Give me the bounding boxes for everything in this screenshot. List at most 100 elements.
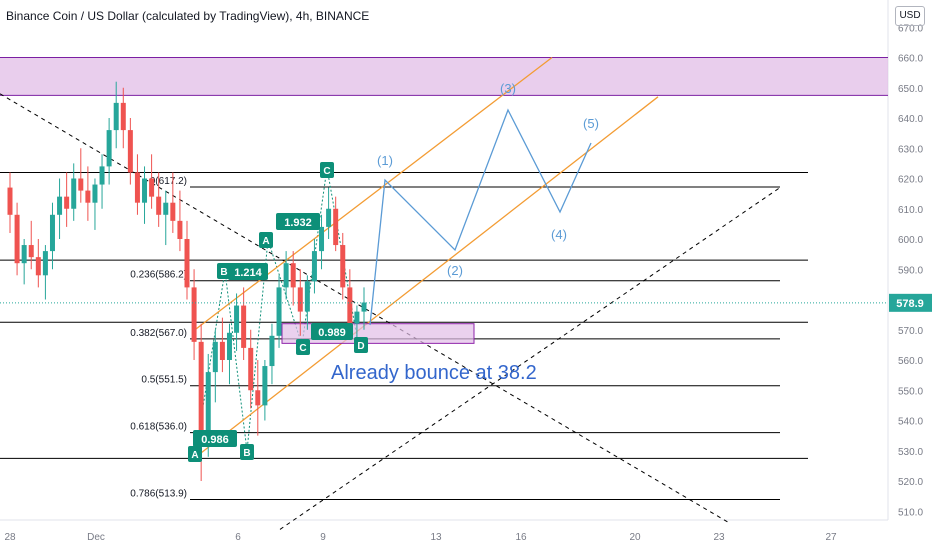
ratio-tag xyxy=(276,213,320,230)
candle-body xyxy=(92,184,98,203)
y-tick-label: 570.0 xyxy=(898,326,923,337)
candle-body xyxy=(283,263,289,288)
pattern-point-tag xyxy=(296,339,310,355)
ratio-tag xyxy=(311,323,353,340)
candle-body xyxy=(304,281,310,312)
x-tick-label: 28 xyxy=(4,532,16,543)
candle-body xyxy=(340,245,346,288)
y-tick-label: 590.0 xyxy=(898,265,923,276)
candle-body xyxy=(21,245,27,264)
candle-body xyxy=(163,202,169,215)
candle-body xyxy=(85,190,91,203)
candle-body xyxy=(28,245,34,258)
candle-body xyxy=(49,214,55,252)
wave-label: (5) xyxy=(583,116,599,131)
fib-level-label: 0(617.2) xyxy=(150,176,187,187)
candle-body xyxy=(255,390,261,406)
wave-label: (2) xyxy=(447,263,463,278)
candle-body xyxy=(149,178,155,197)
ratio-label: 0.989 xyxy=(318,327,346,339)
ratio-label: 0.986 xyxy=(201,434,229,446)
pattern-point-label: A xyxy=(191,450,198,461)
candle-body xyxy=(57,196,63,215)
y-tick-label: 640.0 xyxy=(898,114,923,125)
candle-body xyxy=(78,178,84,191)
candle-body xyxy=(71,178,77,209)
y-tick-label: 550.0 xyxy=(898,386,923,397)
candle-body xyxy=(170,202,176,221)
candle-body xyxy=(248,347,254,391)
candle-body xyxy=(42,251,48,276)
candle-body xyxy=(311,251,317,282)
candle-body xyxy=(354,311,360,324)
candle-body xyxy=(142,178,148,203)
pattern-point-label: D xyxy=(357,341,364,352)
x-tick-label: 13 xyxy=(430,532,442,543)
y-tick-label: 670.0 xyxy=(898,23,923,34)
y-tick-label: 630.0 xyxy=(898,144,923,155)
candle-body xyxy=(333,208,339,246)
candle-body xyxy=(226,332,232,360)
fib-level-label: 0.618(536.0) xyxy=(130,422,187,433)
pattern-point-label: C xyxy=(323,166,330,177)
candle-body xyxy=(134,172,140,203)
x-tick-label: 27 xyxy=(825,532,837,543)
y-tick-label: 620.0 xyxy=(898,175,923,186)
candle-body xyxy=(234,305,240,333)
ratio-label: 1.214 xyxy=(234,267,262,279)
annotation-text: Already bounce at 38.2 xyxy=(331,362,537,384)
pattern-point-label: B xyxy=(220,267,227,278)
x-tick-label: 23 xyxy=(713,532,725,543)
candle-body xyxy=(14,214,20,264)
fib-level-label: 0.786(513.9) xyxy=(130,488,187,499)
channel-upper-line xyxy=(194,56,553,331)
y-tick-label: 650.0 xyxy=(898,84,923,95)
pattern-point-tag xyxy=(240,444,254,460)
fib-level-label: 0.5(551.5) xyxy=(141,375,187,386)
wave-label: (1) xyxy=(377,153,393,168)
x-tick-label: 6 xyxy=(235,532,241,543)
candle-body xyxy=(262,366,268,406)
candle-body xyxy=(7,187,13,215)
channel-lower-line xyxy=(199,96,659,455)
chart-title: Binance Coin / US Dollar (calculated by … xyxy=(6,9,370,23)
candle-body xyxy=(241,305,247,348)
pattern-point-tag xyxy=(188,446,202,462)
candle-body xyxy=(205,372,211,445)
candle-body xyxy=(120,102,126,131)
candle-body xyxy=(127,130,133,173)
projection-path xyxy=(369,108,592,326)
resistance-zone xyxy=(0,57,888,96)
fib-level-label: 0.236(586.2) xyxy=(130,270,187,281)
currency-button[interactable]: USD xyxy=(895,6,925,26)
y-tick-label: 540.0 xyxy=(898,417,923,428)
x-tick-label: 9 xyxy=(320,532,326,543)
x-tick-label: Dec xyxy=(87,532,105,543)
dashed-trendline-down xyxy=(0,93,731,524)
candle-body xyxy=(156,196,162,215)
pattern-point-label: A xyxy=(262,236,269,247)
wave-label: (3) xyxy=(500,81,516,96)
y-tick-label: 510.0 xyxy=(898,507,923,518)
pattern-point-tag xyxy=(217,263,231,279)
y-tick-label: 660.0 xyxy=(898,54,923,65)
candle-body xyxy=(219,341,225,360)
candle-body xyxy=(269,335,275,367)
wave-label: (4) xyxy=(551,227,567,242)
last-price-tag xyxy=(889,293,932,312)
candle-body xyxy=(297,287,303,312)
y-tick-label: 610.0 xyxy=(898,205,923,216)
y-tick-label: 530.0 xyxy=(898,447,923,458)
candle-body xyxy=(290,263,296,288)
candle-body xyxy=(212,341,218,373)
candle-body xyxy=(177,220,183,239)
pattern-point-label: C xyxy=(299,343,306,354)
candle-body xyxy=(326,208,332,227)
pattern-point-tag xyxy=(320,162,334,178)
y-tick-label: 600.0 xyxy=(898,235,923,246)
dashed-trendline-up xyxy=(279,187,781,530)
candle-body xyxy=(35,257,41,276)
candle-body xyxy=(361,302,367,312)
